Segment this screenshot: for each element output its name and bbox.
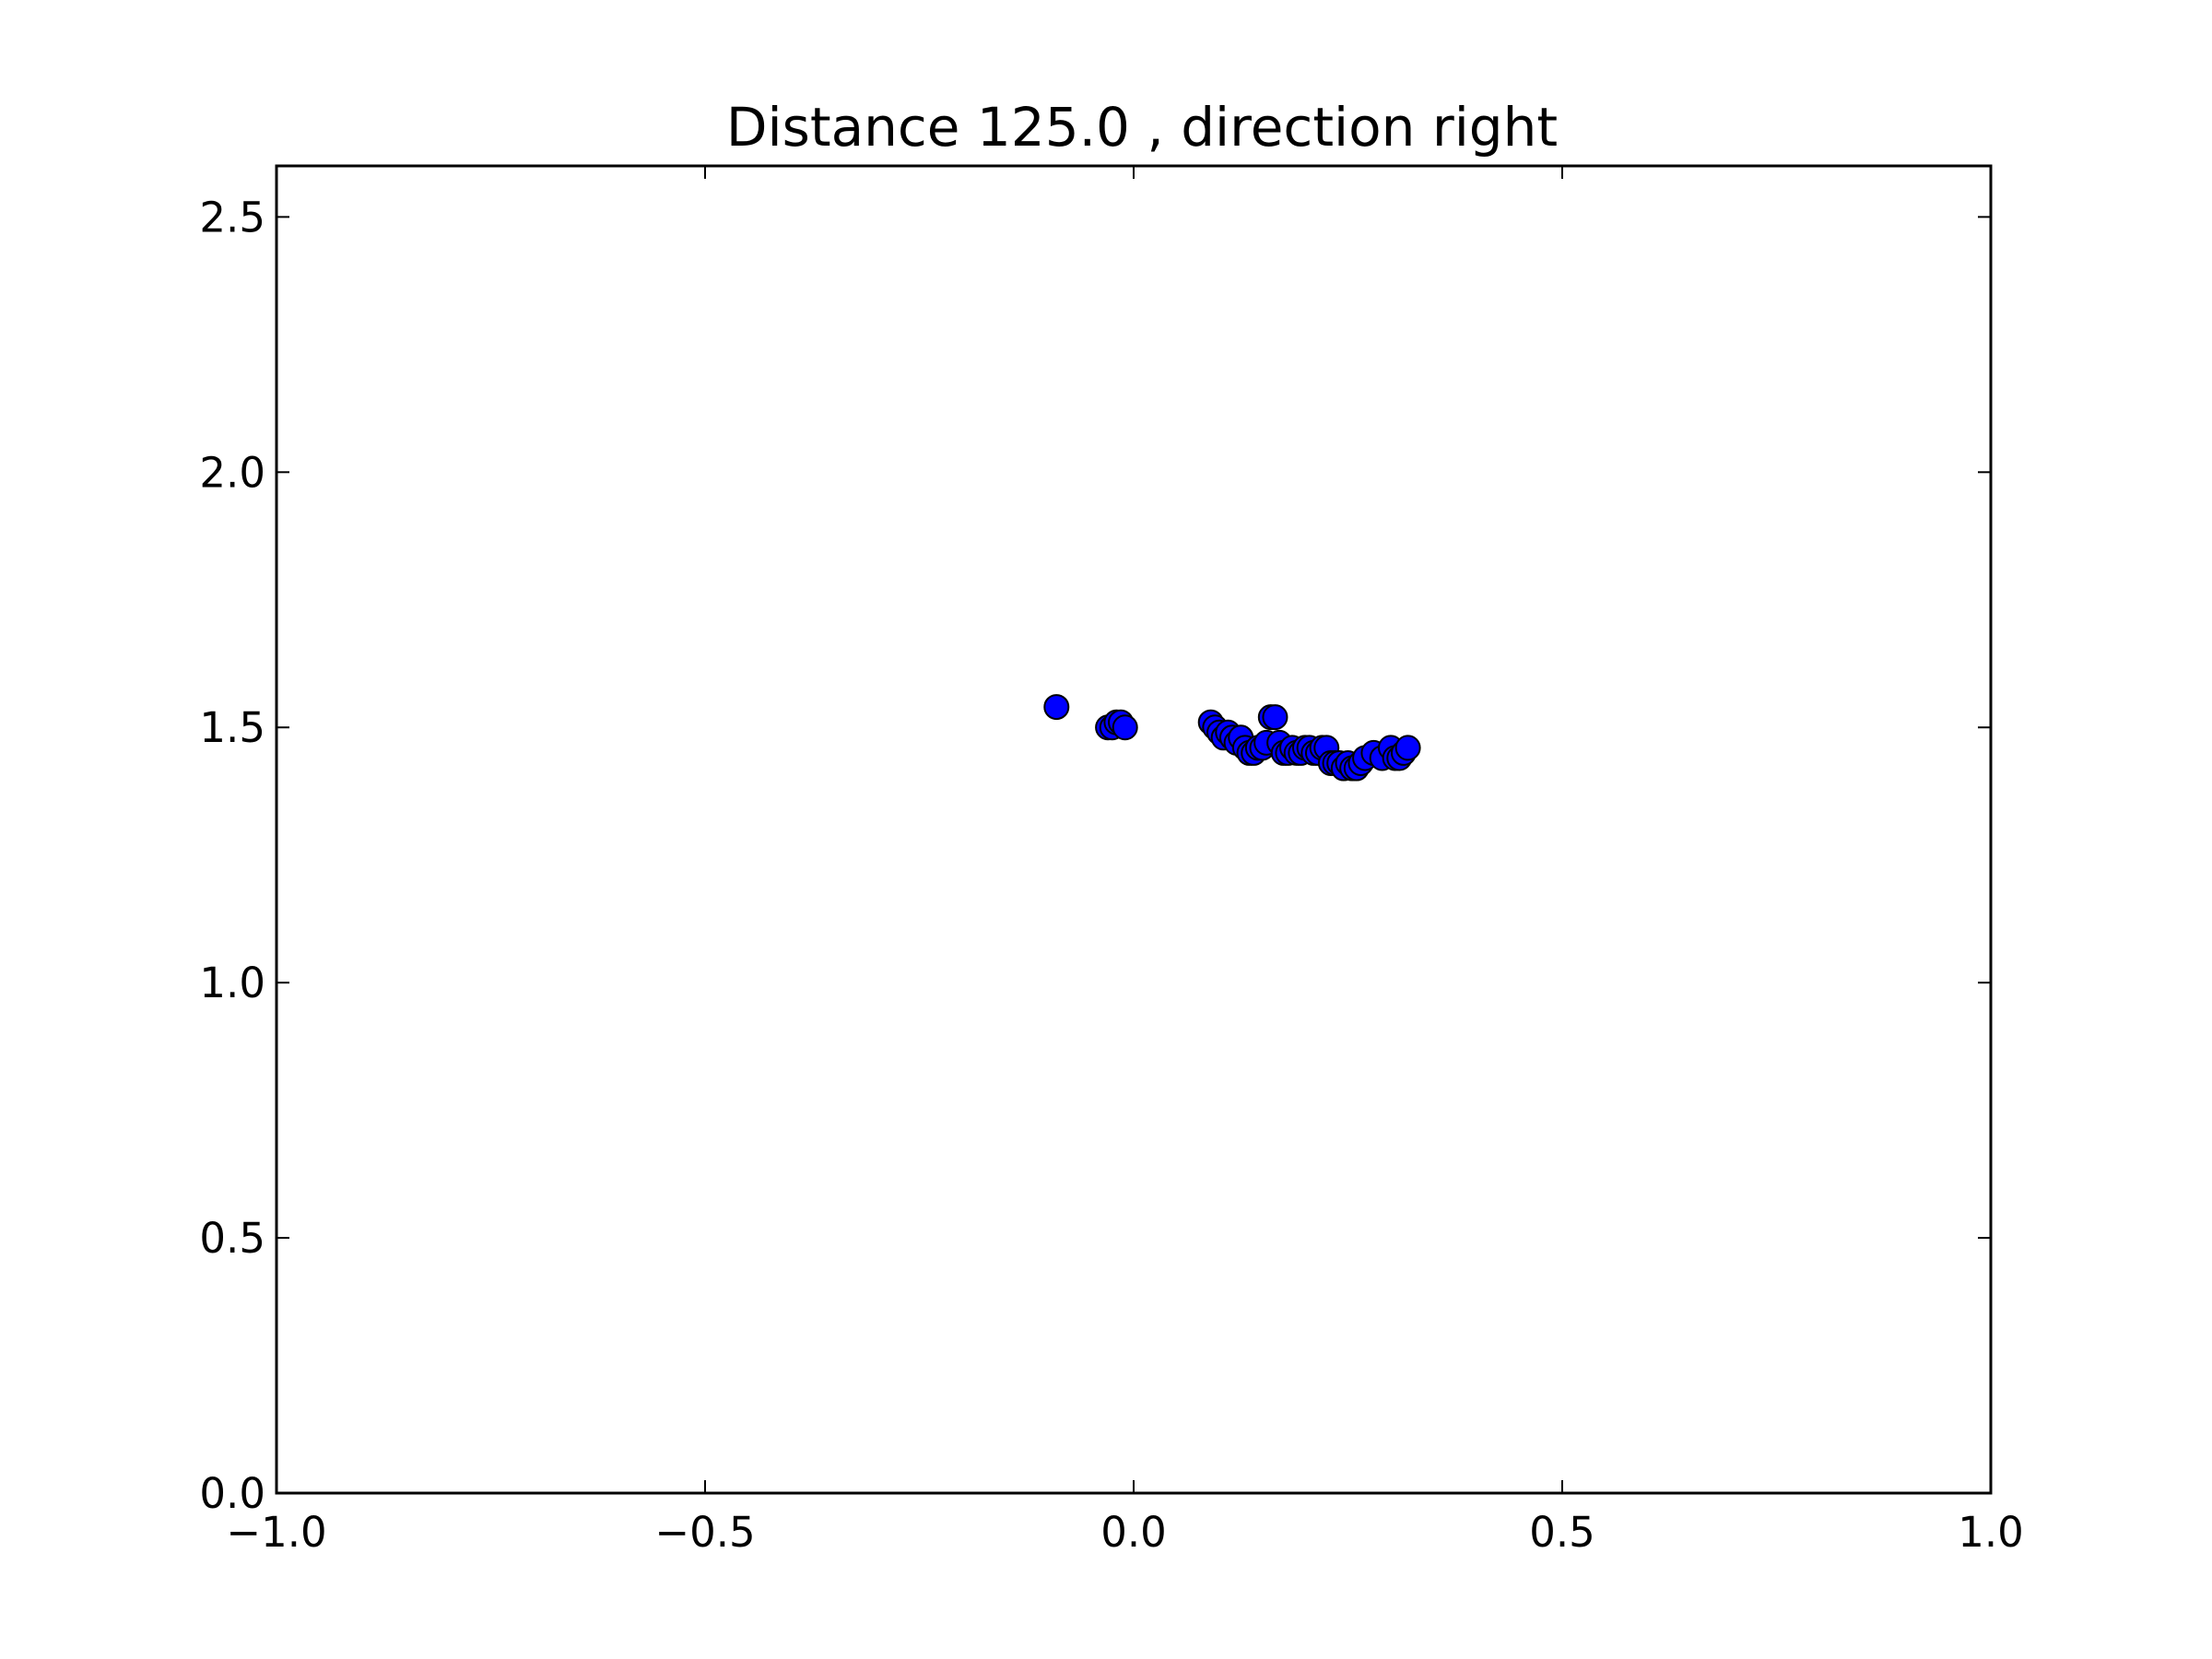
- y-tick-label: 1.0: [199, 959, 265, 1007]
- scatter-point: [1043, 694, 1070, 721]
- y-tick-label: 1.5: [199, 703, 265, 752]
- x-tick-label: −0.5: [654, 1508, 755, 1557]
- y-tick-label: 2.0: [199, 448, 265, 497]
- chart-title: Distance 125.0 , direction right: [726, 96, 1558, 159]
- y-tick-label: 0.5: [199, 1214, 265, 1263]
- scatter-points: [1043, 694, 1421, 782]
- plot-frame: [275, 164, 1993, 1495]
- x-tick-label: 1.0: [1958, 1508, 2024, 1557]
- y-tick-label: 0.0: [199, 1469, 265, 1518]
- x-tick-label: 0.5: [1529, 1508, 1595, 1557]
- y-tick-label: 2.5: [199, 193, 265, 241]
- scatter-point: [1394, 735, 1421, 761]
- x-tick-label: 0.0: [1100, 1508, 1167, 1557]
- scatter-point: [1262, 704, 1288, 731]
- scatter-point: [1112, 714, 1138, 741]
- x-axis: −1.0 −0.5 0.0 0.5 1.0: [226, 166, 2024, 1557]
- x-tick-label: −1.0: [226, 1508, 326, 1557]
- y-axis: 0.0 0.5 1.0 1.5 2.0 2.5: [199, 193, 1991, 1518]
